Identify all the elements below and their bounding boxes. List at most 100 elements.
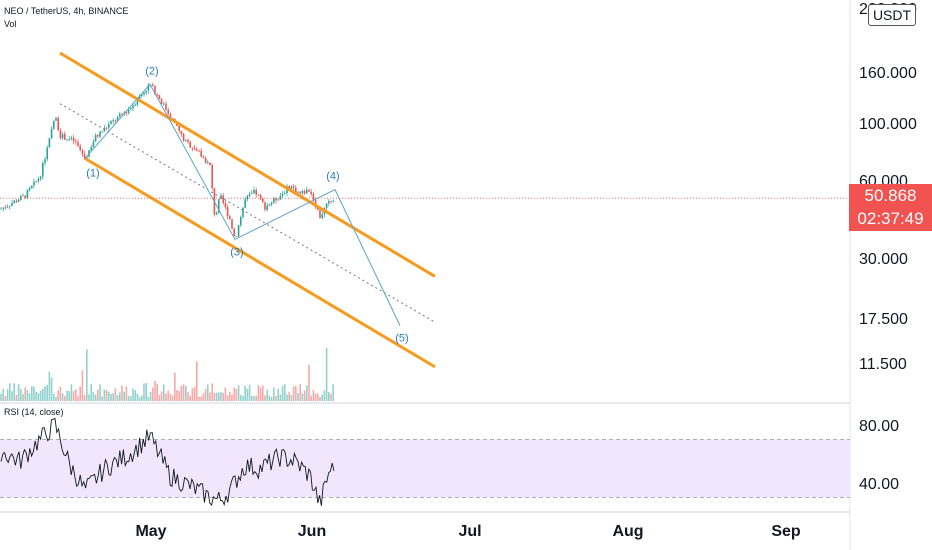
volume-bar	[24, 387, 26, 401]
candle-body	[57, 117, 59, 131]
volume-bar	[317, 393, 319, 401]
volume-bar	[323, 390, 326, 401]
candle-body	[6, 206, 9, 208]
volume-bar	[248, 384, 251, 401]
candle-body	[31, 185, 33, 188]
volume-bar	[273, 387, 275, 401]
candle-body	[147, 84, 150, 91]
volume-bar	[99, 384, 101, 401]
price-tick-label: 100.000	[859, 116, 917, 133]
candle-body	[290, 186, 293, 190]
volume-bar	[213, 392, 216, 401]
candle-body	[127, 109, 130, 114]
candle-body	[264, 202, 266, 210]
volume-bar	[167, 390, 169, 401]
volume-bar	[64, 396, 66, 401]
volume-bar	[290, 395, 293, 401]
wave-label-1: (1)	[86, 167, 99, 179]
volume-bar	[308, 364, 310, 401]
candle-body	[259, 195, 262, 199]
volume-bar	[147, 396, 150, 401]
candle-body	[119, 113, 121, 117]
candle-body	[185, 140, 187, 141]
channel-lower-line[interactable]	[84, 157, 436, 369]
candle-body	[277, 199, 279, 201]
candle-body	[143, 92, 145, 95]
volume-bar	[171, 395, 174, 401]
channel-mid-line[interactable]	[59, 103, 436, 323]
candle-body	[116, 116, 119, 121]
wave-path[interactable]	[84, 83, 401, 326]
price-tick-label: 11.500	[859, 356, 907, 373]
volume-bar	[158, 394, 161, 401]
volume-bar	[193, 386, 196, 401]
volume-bar	[83, 394, 86, 401]
volume-bar	[231, 394, 233, 401]
candle-body	[248, 193, 251, 197]
volume-bar	[105, 390, 108, 401]
volume-bar	[229, 391, 231, 401]
volume-bar	[281, 385, 284, 401]
volume-bar	[251, 395, 253, 401]
volume-bar	[81, 370, 84, 401]
volume-bar	[209, 392, 211, 401]
candle-body	[68, 138, 70, 140]
candle-body	[299, 191, 301, 194]
volume-bar	[152, 387, 154, 401]
volume-bar	[15, 394, 18, 401]
volume-bar	[134, 390, 136, 401]
currency-unit-button[interactable]: USDT	[868, 4, 916, 26]
volume-bar	[297, 392, 299, 401]
candle-body	[39, 176, 42, 180]
volume-bar	[66, 390, 68, 401]
candle-body	[99, 131, 101, 137]
candle-body	[187, 140, 189, 143]
volume-bar	[303, 390, 306, 401]
candle-body	[59, 130, 62, 139]
volume-bar	[288, 392, 290, 401]
volume-bar	[200, 396, 202, 401]
candle-body	[237, 225, 240, 237]
volume-bar	[149, 391, 152, 401]
volume-bar	[26, 390, 29, 401]
volume-bar	[237, 385, 240, 401]
volume-bar	[11, 391, 13, 401]
price-tick-label: 160.000	[859, 65, 917, 82]
volume-bar	[2, 388, 4, 401]
volume-bar	[255, 395, 257, 401]
volume-bar	[119, 392, 121, 401]
volume-bar	[92, 392, 95, 401]
candle-body	[28, 187, 31, 191]
volume-bar	[198, 396, 200, 401]
candle-body	[167, 109, 169, 114]
candle-body	[13, 200, 15, 204]
volume-bar	[163, 384, 165, 401]
volume-bar	[20, 388, 22, 401]
candle-body	[160, 99, 163, 104]
volume-bar	[286, 394, 288, 401]
candle-body	[268, 204, 271, 206]
volume-bar	[108, 391, 110, 401]
volume-bar	[94, 394, 97, 401]
volume-bar	[220, 392, 222, 401]
candle-body	[20, 195, 22, 201]
rsi-line	[0, 417, 335, 507]
volume-bar	[130, 396, 132, 401]
candle-body	[86, 156, 88, 158]
time-tick-label: Jun	[298, 523, 326, 540]
volume-bar	[240, 394, 242, 401]
volume-bar	[191, 388, 194, 401]
volume-bar	[211, 383, 213, 401]
candle-body	[303, 190, 306, 194]
volume-bar	[50, 377, 53, 401]
volume-bar	[39, 390, 42, 401]
volume-bar	[138, 396, 141, 401]
candle-body	[90, 147, 92, 151]
candle-body	[156, 94, 158, 96]
channel-upper-line[interactable]	[59, 51, 436, 278]
candle-body	[48, 138, 51, 148]
volume-bar	[246, 388, 249, 401]
volume-bar	[123, 391, 125, 401]
volume-bar	[196, 361, 198, 401]
